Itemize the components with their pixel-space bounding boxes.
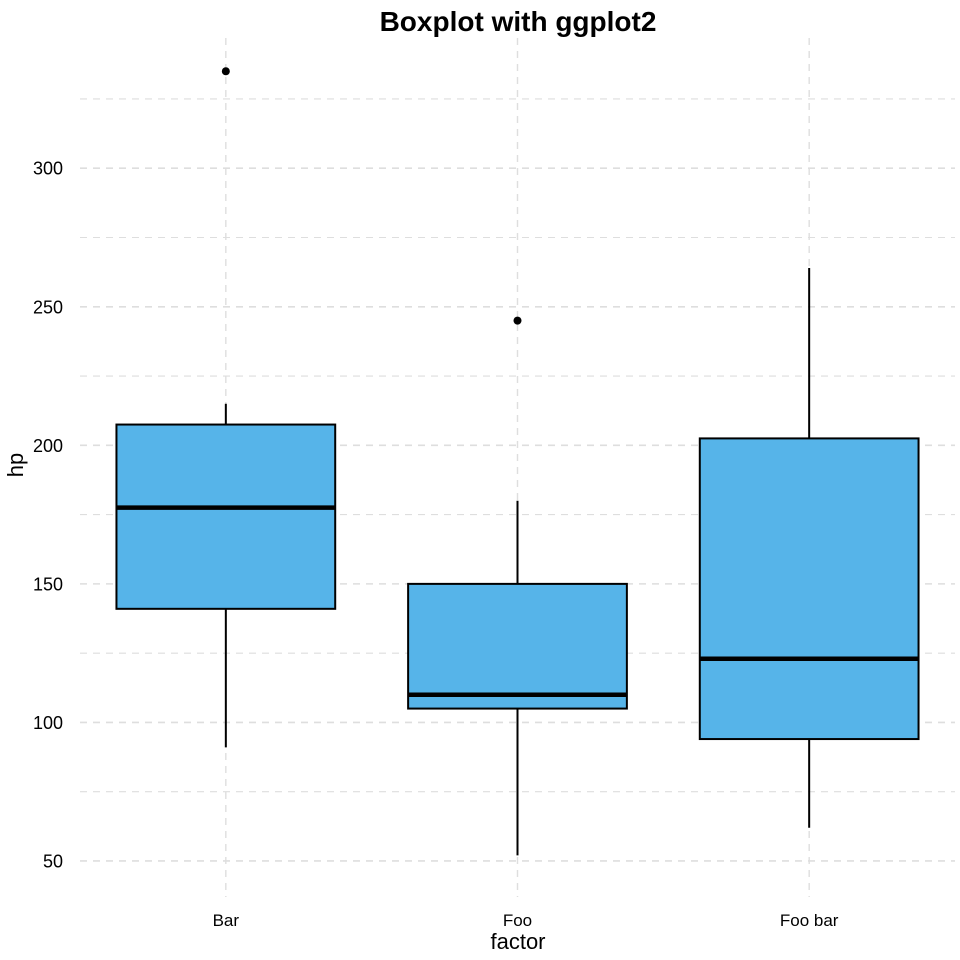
y-axis-title: hp xyxy=(3,453,28,477)
x-tick-label: Foo bar xyxy=(780,911,839,930)
x-axis-title: factor xyxy=(490,929,545,954)
x-axis-ticks: Bar Foo Foo bar xyxy=(213,911,839,930)
x-tick-label: Bar xyxy=(213,911,240,930)
box xyxy=(115,423,337,610)
y-tick-label: 100 xyxy=(33,713,63,733)
whisker-layer xyxy=(224,267,811,856)
y-axis-ticks: 50 100 150 200 250 300 xyxy=(33,159,63,872)
y-tick-label: 150 xyxy=(33,574,63,594)
chart-title: Boxplot with ggplot2 xyxy=(380,6,657,37)
x-tick-label: Foo xyxy=(503,911,532,930)
box xyxy=(407,582,628,710)
outlier-layer xyxy=(221,67,522,325)
outlier-point xyxy=(513,316,522,325)
y-tick-label: 200 xyxy=(33,436,63,456)
y-tick-label: 300 xyxy=(33,159,63,179)
box xyxy=(698,437,920,741)
outlier-point xyxy=(221,67,230,76)
y-tick-label: 50 xyxy=(43,851,63,871)
y-tick-label: 250 xyxy=(33,297,63,317)
box-layer xyxy=(115,423,920,741)
